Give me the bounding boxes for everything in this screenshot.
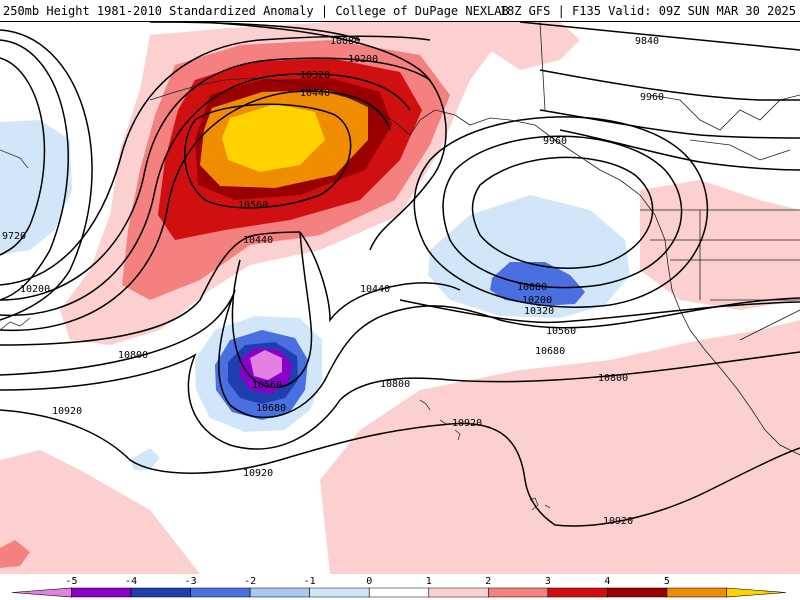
colorbar-tick-label: 3 bbox=[545, 576, 551, 587]
label-10680-e: 10680 bbox=[535, 346, 565, 357]
anomaly-map: 10080 10200 10320 10440 10560 10440 1044… bbox=[0, 22, 800, 574]
label-10080-low: 10080 bbox=[517, 282, 547, 293]
colorbar-tick-label: -5 bbox=[66, 576, 78, 587]
label-10800-mid: 10800 bbox=[380, 379, 410, 390]
label-10440-mid: 10440 bbox=[243, 235, 273, 246]
anomaly-pos-ne bbox=[480, 22, 580, 70]
label-10920-bot: 10920 bbox=[243, 468, 273, 479]
anomaly-neg-west bbox=[0, 120, 72, 255]
header-bar: 250mb Height 1981-2010 Standardized Anom… bbox=[0, 0, 800, 22]
anomaly-pos-sw bbox=[0, 450, 200, 574]
label-9720: 9720 bbox=[2, 231, 26, 242]
colorbar-segment bbox=[666, 587, 727, 598]
label-10440-east: 10440 bbox=[360, 284, 390, 295]
colorbar-segment bbox=[547, 587, 608, 598]
label-10200-top: 10200 bbox=[348, 54, 378, 65]
model-run-info: 18Z GFS | F135 Valid: 09Z SUN MAR 30 202… bbox=[499, 4, 796, 18]
colorbar-segment bbox=[249, 587, 310, 598]
label-10800-right: 10800 bbox=[598, 373, 628, 384]
label-10200-left: 10200 bbox=[20, 284, 50, 295]
anomaly-neg-east-2 bbox=[490, 262, 585, 306]
colorbar-tick-label: 2 bbox=[485, 576, 491, 587]
colorbar: -5 -4 -3 -2 -1 0 1 2 3 4 5 bbox=[0, 574, 800, 600]
colorbar-tick-label: -4 bbox=[125, 576, 137, 587]
label-10560-ak: 10560 bbox=[238, 200, 268, 211]
label-10920-right: 10920 bbox=[603, 516, 633, 527]
label-10680-low: 10680 bbox=[256, 403, 286, 414]
label-10320-top: 10320 bbox=[300, 70, 330, 81]
colorbar-segment bbox=[190, 587, 251, 598]
colorbar-segment bbox=[607, 587, 668, 598]
colorbar-tick-label: 4 bbox=[604, 576, 610, 587]
islands bbox=[0, 149, 551, 511]
anomaly-pos-6 bbox=[222, 104, 325, 172]
colorbar-segment bbox=[488, 587, 549, 598]
height-contours bbox=[0, 22, 800, 527]
label-10920-left: 10920 bbox=[52, 406, 82, 417]
label-9840: 9840 bbox=[635, 36, 659, 47]
label-9960-ne: 9960 bbox=[640, 92, 664, 103]
colorbar-segment bbox=[71, 587, 132, 598]
colorbar-graphic: -5 -4 -3 -2 -1 0 1 2 3 4 5 bbox=[11, 576, 787, 598]
map-title: 250mb Height 1981-2010 Standardized Anom… bbox=[3, 4, 509, 18]
label-10200-low: 10200 bbox=[522, 295, 552, 306]
colorbar-tick-label: -3 bbox=[185, 576, 197, 587]
anomaly-neg-south-5 bbox=[250, 350, 282, 380]
colorbar-segment bbox=[726, 587, 787, 598]
coastlines bbox=[149, 22, 800, 456]
colorbar-tick-label: 5 bbox=[664, 576, 670, 587]
label-10320-low: 10320 bbox=[524, 306, 554, 317]
colorbar-segment bbox=[428, 587, 489, 598]
label-9960-low: 9960 bbox=[543, 136, 567, 147]
colorbar-segment bbox=[368, 587, 430, 598]
label-10560-low: 10560 bbox=[252, 380, 282, 391]
colorbar-tick-label: 1 bbox=[426, 576, 432, 587]
colorbar-tick-label: -1 bbox=[304, 576, 316, 587]
colorbar-tick-label: 0 bbox=[366, 576, 372, 587]
label-10080-top: 10080 bbox=[330, 36, 360, 47]
colorbar-segment bbox=[11, 587, 72, 598]
label-10800-left: 10800 bbox=[118, 350, 148, 361]
colorbar-segment bbox=[130, 587, 191, 598]
colorbar-tick-label: -2 bbox=[244, 576, 256, 587]
anomaly-pos-e bbox=[640, 180, 800, 310]
label-10440-top: 10440 bbox=[300, 88, 330, 99]
anomaly-pos-south bbox=[320, 320, 800, 574]
anomaly-pos-sw-dark bbox=[0, 540, 30, 568]
label-10920-mid: 10920 bbox=[452, 418, 482, 429]
label-10560-e: 10560 bbox=[546, 326, 576, 337]
colorbar-segment bbox=[309, 587, 370, 598]
contour-labels: 10080 10200 10320 10440 10560 10440 1044… bbox=[2, 36, 664, 527]
